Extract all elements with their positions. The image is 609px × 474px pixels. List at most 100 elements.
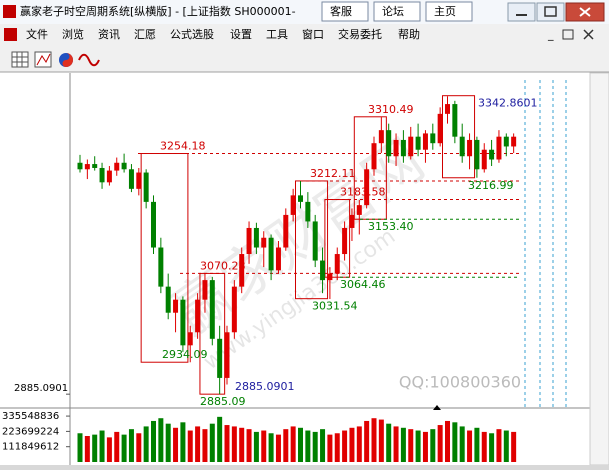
menu-item[interactable]: 设置 [230,28,252,41]
volume-bar [77,433,83,462]
level-label: 3064.46 [340,278,386,291]
header-link[interactable]: 论坛 [382,4,404,18]
app-icon [3,5,16,18]
candle-body [422,133,428,150]
candle-body [430,133,436,144]
grid-tool-icon [12,52,28,67]
volume-bar [489,433,495,462]
menu-item[interactable]: 浏览 [62,27,84,41]
candle-body [364,169,370,206]
volume-bar [143,426,149,462]
candle-body [165,286,171,313]
menu-item[interactable]: 汇愿 [134,28,156,41]
menu-item[interactable]: 帮助 [398,27,420,41]
menu-item[interactable]: 资讯 [98,28,120,41]
candle-body [246,227,252,255]
close-icon [579,7,591,17]
volume-bar [92,434,98,462]
candle-body [356,205,362,215]
line-tool[interactable] [34,51,52,68]
volume-bar [283,429,289,462]
mdi-close[interactable] [583,29,594,40]
level-label: 3254.18 [160,140,206,153]
volume-tick-label: 111849612 [2,442,59,453]
header-link-box[interactable] [425,1,473,22]
window-title: 赢家老子时空周期系统[纵横版] - [上证指数 SH000001- [20,4,296,18]
candle-body [378,130,384,144]
volume-bar [128,429,134,462]
level-label: 2885.0901 [235,380,295,393]
header-link-box[interactable] [373,1,421,22]
header-link[interactable]: 主页 [434,5,456,18]
header-link-box[interactable] [321,1,369,22]
volume-bar [298,427,303,462]
volume-bar [474,427,480,462]
volume-bar [84,436,90,462]
volume-bar [386,423,392,462]
volume-bar [445,420,450,462]
level-label: 3070.28 [200,259,246,272]
volume-bar [187,430,193,462]
candle-body [268,237,274,271]
menu-item[interactable]: 工具 [266,28,288,41]
candle-body [305,201,311,222]
candle-body [275,247,281,271]
wave-tool[interactable] [78,53,100,67]
volume-bar [261,430,267,462]
minimize-button[interactable] [507,2,536,22]
menu-item[interactable]: 窗口 [302,27,324,41]
candle-body [136,172,142,189]
candle-body [239,254,245,287]
volume-bar [246,429,252,462]
volume-bar [415,430,421,462]
menu-item[interactable]: 公式选股 [170,28,214,41]
candle-body [99,167,105,183]
candle-body [187,332,193,346]
candle-body [511,136,517,147]
candle-body [481,149,487,170]
volume-bar [121,434,127,462]
volume-bar [158,418,164,462]
candle-body [217,338,223,378]
candle-body [253,227,259,248]
candle-body [158,247,164,287]
candle-body [202,280,208,300]
volume-bar [165,423,171,462]
candle-body [400,139,406,157]
volume-bar [290,426,296,462]
y-tick-label: 2885.0901 [14,383,68,394]
toolbar [0,46,609,72]
volume-bar [114,431,120,462]
candle-body [496,136,502,160]
candle-body [121,162,127,170]
candle-body [283,214,289,248]
grid-tool[interactable] [11,51,29,68]
volume-bar [209,423,215,462]
volume-bar [400,427,406,462]
level-label: 3031.54 [312,300,358,313]
mdi-min[interactable]: _ [547,28,554,41]
volume-bar [106,437,112,462]
volume-bar [393,426,399,462]
candle-body [334,254,340,274]
volume-bar [437,425,443,462]
candle-body [452,104,458,137]
candle-body [231,286,237,333]
mdi-restore[interactable] [562,29,574,40]
volume-bar [349,427,355,462]
menu-bar [0,24,609,46]
menu-item[interactable]: 交易委托 [338,27,382,41]
candle-body [92,164,98,168]
volume-bar [151,420,156,462]
candle-body [386,130,392,157]
cycle-box [295,180,329,300]
header-link[interactable]: 客服 [330,4,352,18]
volume-bar [356,426,362,462]
status-bar [0,465,609,470]
volume-bar [364,420,370,462]
menu-item[interactable]: 文件 [26,27,48,41]
maximize-button[interactable] [536,2,565,22]
candle-body [474,139,480,170]
volume-bar [239,427,245,462]
